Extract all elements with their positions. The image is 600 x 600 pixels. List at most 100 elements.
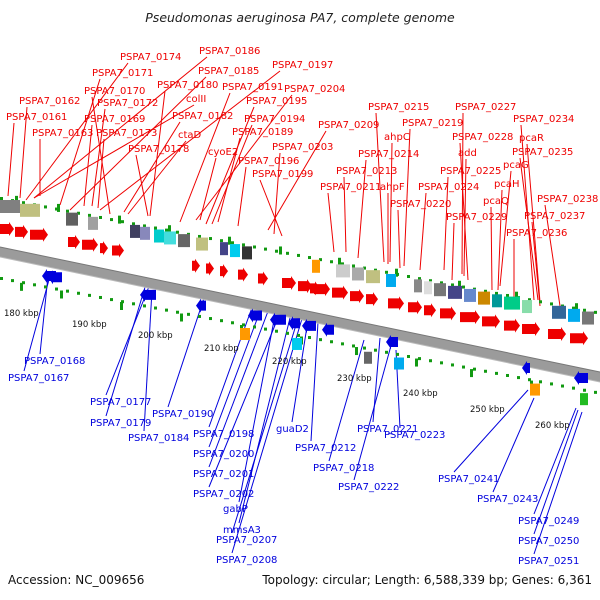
feature-block bbox=[66, 212, 78, 226]
kbp-label: 240 kbp bbox=[403, 389, 438, 399]
outer-tick-dot bbox=[121, 220, 124, 224]
reverse-gene-label: PSPA7_0251 bbox=[518, 556, 579, 567]
outer-tick-dot bbox=[308, 256, 311, 260]
forward-gene-arrow bbox=[350, 289, 364, 304]
forward-gene-label: PSPA7_0225 bbox=[440, 166, 501, 177]
reverse-gene-label: PSPA7_0198 bbox=[193, 429, 254, 440]
forward-connector bbox=[375, 112, 385, 263]
forward-connector bbox=[97, 138, 105, 209]
inner-tick-dot bbox=[66, 289, 69, 293]
inner-tick-dot bbox=[484, 369, 487, 373]
forward-connector bbox=[397, 209, 401, 269]
forward-gene-label: PSPA7_0236 bbox=[506, 228, 567, 239]
forward-connector bbox=[490, 206, 493, 291]
inner-major-tick bbox=[60, 290, 63, 299]
inner-tick-dot bbox=[594, 390, 597, 394]
inner-tick-dot bbox=[462, 365, 465, 369]
forward-gene-label: pcaH bbox=[494, 179, 520, 190]
outer-major-tick bbox=[15, 195, 18, 204]
forward-gene-arrow bbox=[206, 261, 214, 276]
kbp-label: 260 kbp bbox=[535, 421, 570, 431]
outer-tick-dot bbox=[231, 241, 234, 245]
forward-connector bbox=[205, 106, 255, 225]
inner-tick-dot bbox=[308, 336, 311, 340]
forward-gene-arrow bbox=[570, 331, 588, 346]
inner-tick-dot bbox=[242, 323, 245, 327]
inner-tick-dot bbox=[385, 350, 388, 354]
inner-tick-dot bbox=[143, 304, 146, 308]
forward-connector bbox=[33, 56, 208, 199]
reverse-connector bbox=[353, 341, 393, 481]
forward-gene-arrow bbox=[332, 285, 348, 300]
forward-gene-label: PSPA7_0174 bbox=[120, 52, 181, 63]
feature-block bbox=[242, 246, 252, 260]
forward-connector bbox=[91, 96, 111, 215]
forward-gene-label: ahpF bbox=[380, 182, 405, 193]
forward-connector bbox=[91, 108, 106, 207]
forward-gene-label: PSPA7_0203 bbox=[272, 142, 333, 153]
reverse-gene-label: PSPA7_0200 bbox=[193, 449, 254, 460]
forward-gene-label: PSPA7_0189 bbox=[232, 127, 293, 138]
accession-text: Accession: NC_009656 bbox=[8, 573, 145, 587]
reverse-label-connectors bbox=[23, 275, 583, 555]
forward-gene-label: PSPA7_0215 bbox=[368, 102, 429, 113]
forward-gene-label: PSPA7_0213 bbox=[336, 166, 397, 177]
inner-tick-dot bbox=[561, 384, 564, 388]
feature-block bbox=[582, 311, 594, 325]
reverse-gene-label: guaD2 bbox=[276, 424, 309, 435]
reverse-gene-label: PSPA7_0201 bbox=[193, 469, 254, 480]
outer-tick-dot bbox=[330, 260, 333, 264]
forward-gene-labels: PSPA7_0174 PSPA7_0186 PSPA7_0171 PSPA7_0185… bbox=[6, 46, 598, 239]
reverse-gene-label: PSPA7_0167 bbox=[8, 373, 69, 384]
reverse-gene-label: PSPA7_0184 bbox=[128, 433, 189, 444]
forward-gene-arrow bbox=[282, 276, 296, 291]
outer-tick-dot bbox=[385, 270, 388, 274]
forward-connector bbox=[19, 106, 28, 199]
forward-connector bbox=[403, 128, 411, 267]
reverse-connector bbox=[238, 309, 277, 503]
backbone-band bbox=[0, 247, 600, 382]
feature-block bbox=[504, 296, 520, 310]
inner-tick-dot bbox=[550, 382, 553, 386]
outer-tick-dot bbox=[209, 237, 212, 241]
inner-major-tick bbox=[415, 358, 418, 367]
inner-feature-block bbox=[394, 357, 404, 370]
kbp-label: 180 kbp bbox=[4, 309, 39, 319]
reverse-gene-arrow bbox=[302, 318, 316, 333]
forward-gene-arrow bbox=[522, 322, 540, 337]
inner-feature-block bbox=[530, 383, 540, 396]
outer-tick-dot bbox=[253, 245, 256, 249]
inner-tick-dot bbox=[297, 333, 300, 337]
inner-tick-dot bbox=[253, 325, 256, 329]
forward-gene-label: PSPA7_0235 bbox=[512, 147, 573, 158]
forward-connector bbox=[497, 189, 503, 291]
forward-gene-arrow bbox=[0, 222, 14, 236]
inner-tick-dot bbox=[440, 361, 443, 365]
outer-major-tick bbox=[575, 303, 578, 312]
forward-gene-label: PSPA7_0229 bbox=[446, 212, 507, 223]
forward-gene-arrow bbox=[30, 227, 48, 242]
forward-gene-label: PSPA7_0228 bbox=[452, 132, 513, 143]
feature-block bbox=[414, 279, 422, 293]
outer-tick-dot bbox=[407, 275, 410, 279]
forward-gene-label: PSPA7_0237 bbox=[524, 211, 585, 222]
outer-major-tick bbox=[57, 203, 60, 212]
forward-gene-arrow bbox=[192, 258, 200, 273]
forward-gene-label: PSPA7_0195 bbox=[246, 96, 307, 107]
reverse-connector bbox=[167, 291, 207, 408]
forward-connector bbox=[519, 157, 539, 301]
reverse-gene-arrow bbox=[522, 361, 530, 376]
kbp-labels: 180 kbp 190 kbp 200 kbp 210 kbp 220 kbp 230 k… bbox=[4, 309, 570, 431]
reverse-gene-label: PSPA7_0221 bbox=[357, 424, 418, 435]
forward-connector bbox=[135, 154, 149, 217]
reverse-gene-arrow bbox=[386, 334, 398, 349]
forward-gene-label: PSPA7_0171 bbox=[92, 68, 153, 79]
reverse-connector bbox=[291, 319, 309, 423]
reverse-connector bbox=[310, 321, 319, 442]
forward-gene-label: PSPA7_0161 bbox=[6, 112, 67, 123]
forward-gene-label: PSPA7_0204 bbox=[284, 84, 345, 95]
kbp-label: 250 kbp bbox=[470, 405, 505, 415]
outer-major-tick bbox=[228, 236, 231, 245]
reverse-connector bbox=[238, 309, 293, 524]
